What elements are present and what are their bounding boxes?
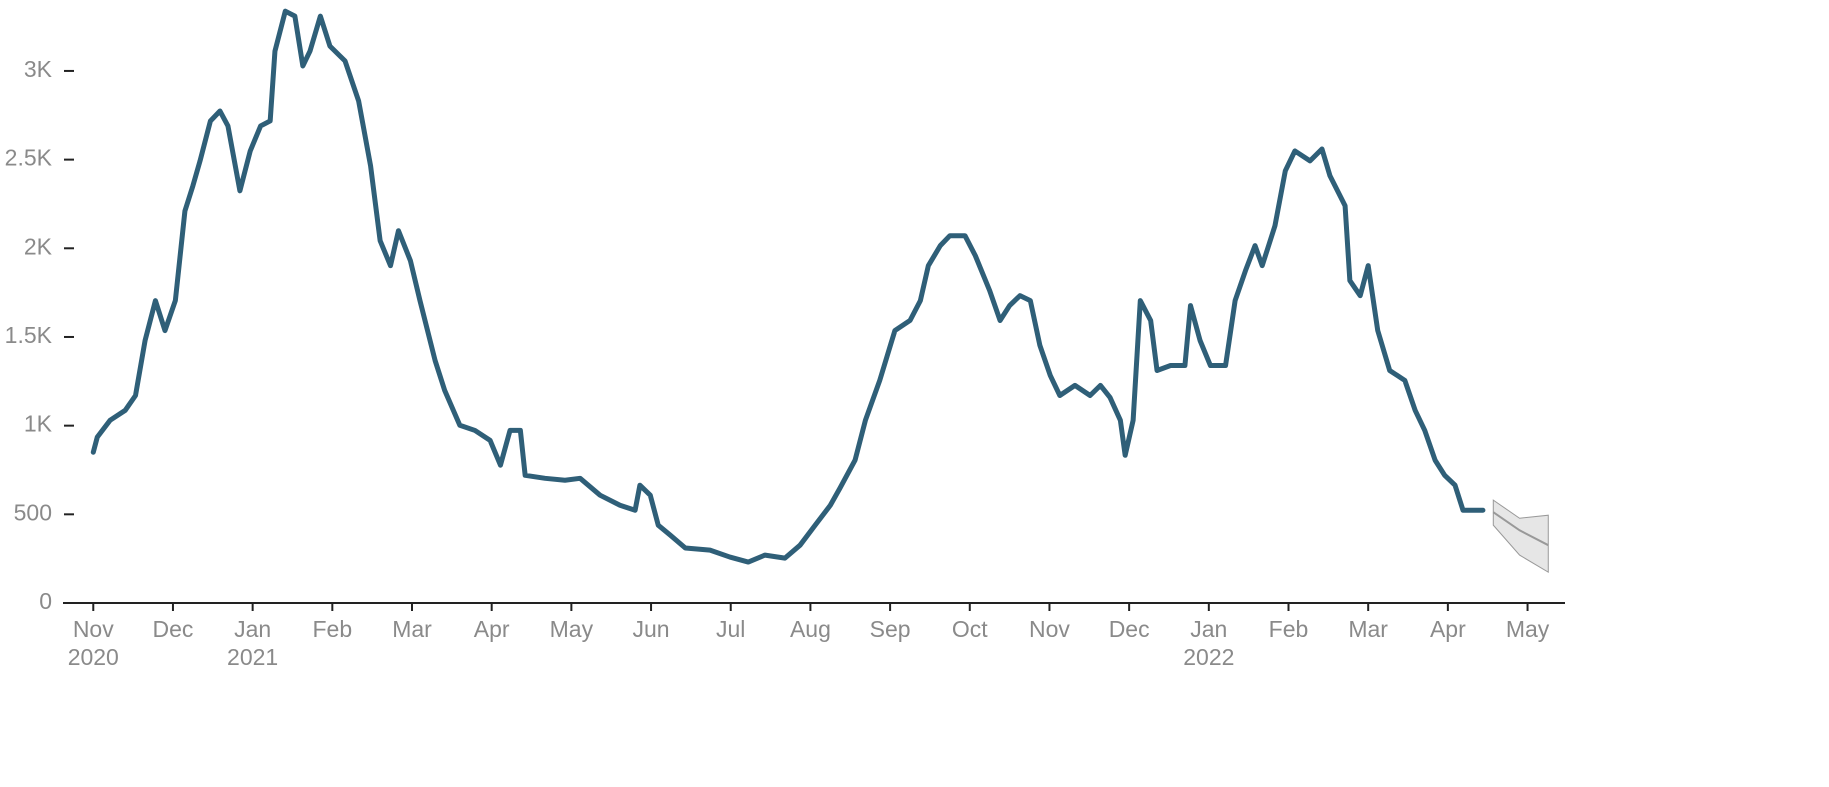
x-tick-label: Dec (153, 616, 194, 642)
x-tick-label: Dec (1109, 616, 1150, 642)
x-tick-label: Jul (716, 616, 745, 642)
x-tick-label: May (550, 616, 594, 642)
y-tick-label: 1K (24, 411, 53, 437)
x-tick-label: Nov (1029, 616, 1070, 642)
x-tick-label: Jan (234, 616, 271, 642)
forecast-band (1492, 499, 1549, 574)
x-tick-label: Apr (474, 616, 510, 642)
x-tick-label: Feb (313, 616, 353, 642)
data-line (90, 8, 1486, 565)
x-tick-label: Apr (1430, 616, 1466, 642)
y-tick-label: 500 (14, 499, 52, 525)
x-tick-label: Mar (1348, 616, 1388, 642)
x-tick-label: Oct (952, 616, 988, 642)
x-tick-label: Aug (790, 616, 831, 642)
y-tick-label: 1.5K (5, 322, 53, 348)
x-tick-label: Nov (73, 616, 114, 642)
x-tick-label: Mar (392, 616, 432, 642)
y-tick-label: 0 (39, 588, 52, 614)
x-tick-label: Feb (1269, 616, 1309, 642)
forecast-line (1492, 511, 1549, 547)
y-tick-label: 2.5K (5, 145, 53, 171)
y-tick-label: 2K (24, 233, 53, 259)
x-tick-label: Sep (870, 616, 911, 642)
y-tick-label: 3K (24, 56, 53, 82)
year-label: 2020 (68, 644, 119, 670)
x-tick-label: Jun (633, 616, 670, 642)
year-label: 2021 (227, 644, 278, 670)
x-tick-label: Jan (1190, 616, 1227, 642)
x-tick-label: May (1506, 616, 1550, 642)
year-label: 2022 (1183, 644, 1234, 670)
